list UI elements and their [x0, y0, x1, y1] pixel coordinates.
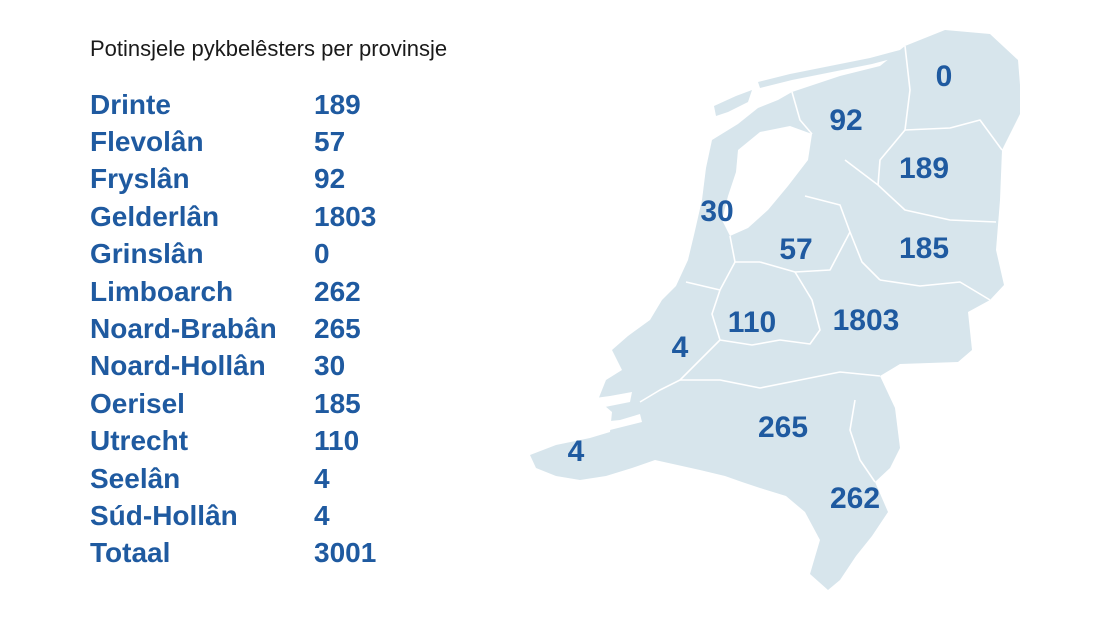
- province-name: Limboarch: [90, 275, 234, 307]
- map-label-limboarch: 262: [830, 482, 880, 515]
- map-label-drinte: 189: [899, 152, 949, 185]
- province-value: 4: [314, 499, 330, 531]
- province-name: Flevolân: [90, 126, 204, 158]
- map-label-grinslan: 0: [936, 60, 953, 93]
- province-value: 262: [314, 275, 361, 307]
- table-row: Gelderlân 1803: [90, 198, 420, 235]
- province-value: 30: [314, 350, 346, 382]
- province-value: 0: [314, 238, 330, 270]
- province-value: 92: [314, 163, 346, 195]
- province-name: Fryslân: [90, 163, 190, 195]
- province-name: Grinslân: [90, 238, 204, 270]
- province-value: 57: [314, 126, 346, 158]
- total-row: Totaal 3001: [90, 535, 420, 572]
- table-row: Fryslân 92: [90, 161, 420, 198]
- table-row: Drinte 189: [90, 86, 420, 123]
- province-value: 185: [314, 387, 361, 419]
- table-row: Grinslân 0: [90, 236, 420, 273]
- map-svg: 0 92 189 30 57 185 110 1803 4 4 265 262: [530, 30, 1020, 590]
- table-row: Flevolân 57: [90, 123, 420, 160]
- chart-title: Potinsjele pykbelêsters per provinsje: [90, 36, 448, 61]
- province-value: 110: [314, 425, 360, 457]
- map-label-fryslan: 92: [829, 104, 862, 137]
- table-row: Seelân 4: [90, 460, 420, 497]
- map-ijsselmeer: [722, 126, 812, 236]
- province-value: 265: [314, 313, 361, 345]
- map-label-noard-hollan: 30: [700, 195, 733, 228]
- province-value: 1803: [314, 200, 377, 232]
- province-name: Oerisel: [90, 387, 185, 419]
- province-table: Drinte 189 Flevolân 57 Fryslân 92 Gelder…: [90, 86, 420, 572]
- total-value: 3001: [314, 537, 377, 569]
- province-name: Noard-Hollân: [90, 350, 266, 382]
- province-borders: [639, 45, 1003, 483]
- table-row: Oerisel 185: [90, 385, 420, 422]
- map-zeeland-water: [536, 392, 642, 442]
- map-label-oerisel: 185: [899, 232, 949, 265]
- map-label-sud-hollan: 4: [672, 331, 689, 364]
- map-wadden-islands: [758, 50, 902, 88]
- table-row: Noard-Brabân 265: [90, 310, 420, 347]
- province-name: Seelân: [90, 462, 181, 494]
- table-row: Noard-Hollân 30: [90, 348, 420, 385]
- province-name: Noard-Brabân: [90, 313, 277, 345]
- netherlands-map: 0 92 189 30 57 185 110 1803 4 4 265 262: [520, 20, 1020, 595]
- province-value: 4: [314, 462, 330, 494]
- map-label-utrecht: 110: [728, 306, 776, 339]
- table-row: Utrecht 110: [90, 423, 420, 460]
- map-mainland: [530, 30, 1020, 590]
- province-name: Drinte: [90, 88, 171, 120]
- total-label: Totaal: [90, 537, 171, 569]
- province-name: Gelderlân: [90, 200, 220, 232]
- province-name: Utrecht: [90, 425, 189, 457]
- table-row: Súd-Hollân 4: [90, 497, 420, 534]
- map-label-seelan: 4: [568, 435, 585, 468]
- map-label-gelderlan: 1803: [833, 304, 900, 337]
- map-label-flevolan: 57: [779, 233, 812, 266]
- map-label-noard-braban: 265: [758, 411, 808, 444]
- province-value: 189: [314, 88, 361, 120]
- map-island-texel: [714, 90, 752, 116]
- province-name: Súd-Hollân: [90, 499, 238, 531]
- table-row: Limboarch 262: [90, 273, 420, 310]
